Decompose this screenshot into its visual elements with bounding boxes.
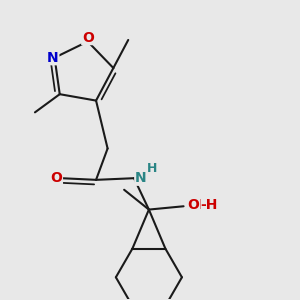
Text: O: O xyxy=(50,171,62,185)
Text: OH: OH xyxy=(188,198,211,212)
Text: N: N xyxy=(135,171,146,185)
Text: N: N xyxy=(47,51,59,65)
Text: H: H xyxy=(147,162,158,175)
Text: -H: -H xyxy=(201,198,218,212)
Text: O: O xyxy=(82,31,94,44)
